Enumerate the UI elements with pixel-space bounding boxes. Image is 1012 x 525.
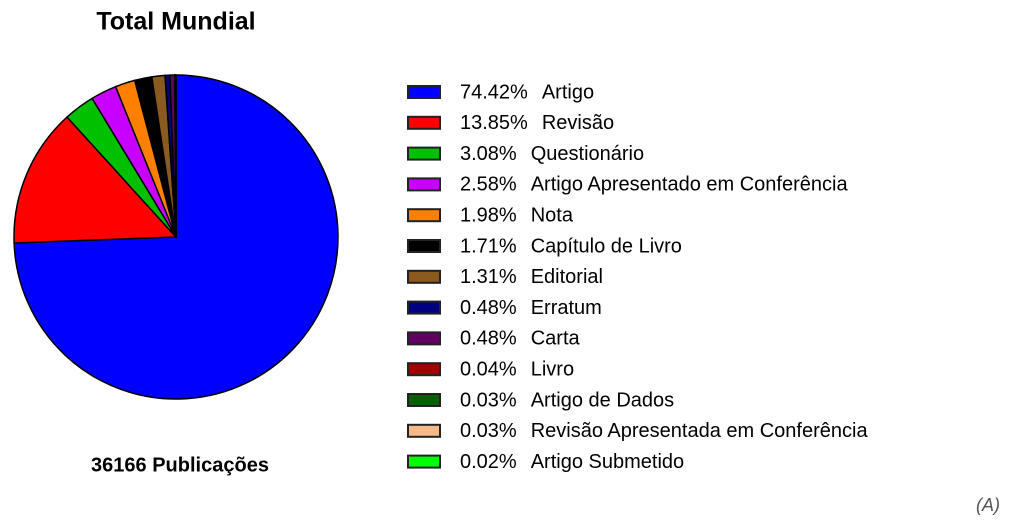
legend-label: Editorial bbox=[531, 266, 603, 288]
legend-value: 0.48% bbox=[460, 297, 517, 319]
legend-label: Livro bbox=[531, 358, 574, 380]
legend-value: 1.71% bbox=[460, 235, 517, 257]
legend-swatch bbox=[408, 117, 440, 129]
legend-label: Artigo de Dados bbox=[531, 389, 674, 411]
legend-swatch bbox=[408, 332, 440, 344]
legend-swatch bbox=[408, 86, 440, 98]
legend-label: Questionário bbox=[531, 143, 644, 165]
legend-swatch bbox=[408, 209, 440, 221]
caption: 36166 Publicações bbox=[91, 454, 269, 476]
legend-label: Artigo bbox=[542, 81, 594, 103]
legend-label: Carta bbox=[531, 328, 581, 350]
legend-value: 1.31% bbox=[460, 266, 517, 288]
legend-value: 0.48% bbox=[460, 328, 517, 350]
legend-swatch bbox=[408, 425, 440, 437]
legend-label: Revisão Apresentada em Conferência bbox=[531, 420, 869, 442]
legend-swatch bbox=[408, 363, 440, 375]
legend-swatch bbox=[408, 271, 440, 283]
legend-swatch bbox=[408, 456, 440, 468]
legend-value: 13.85% bbox=[460, 112, 528, 134]
legend-label: Artigo Apresentado em Conferência bbox=[531, 174, 849, 196]
legend-swatch bbox=[408, 148, 440, 160]
legend-value: 0.04% bbox=[460, 358, 517, 380]
legend-label: Erratum bbox=[531, 297, 602, 319]
legend-value: 0.03% bbox=[460, 389, 517, 411]
legend-swatch bbox=[408, 394, 440, 406]
annotation: (A) bbox=[976, 495, 1000, 515]
legend-swatch bbox=[408, 240, 440, 252]
legend-value: 0.03% bbox=[460, 420, 517, 442]
legend-swatch bbox=[408, 178, 440, 190]
legend-value: 2.58% bbox=[460, 174, 517, 196]
legend-label: Capítulo de Livro bbox=[531, 235, 682, 257]
legend-label: Artigo Submetido bbox=[531, 451, 684, 473]
legend-value: 3.08% bbox=[460, 143, 517, 165]
legend-label: Revisão bbox=[542, 112, 614, 134]
legend-swatch bbox=[408, 302, 440, 314]
chart-title: Total Mundial bbox=[96, 8, 255, 36]
legend-value: 1.98% bbox=[460, 204, 517, 226]
legend-label: Nota bbox=[531, 204, 574, 226]
legend-value: 0.02% bbox=[460, 451, 517, 473]
legend-value: 74.42% bbox=[460, 81, 528, 103]
